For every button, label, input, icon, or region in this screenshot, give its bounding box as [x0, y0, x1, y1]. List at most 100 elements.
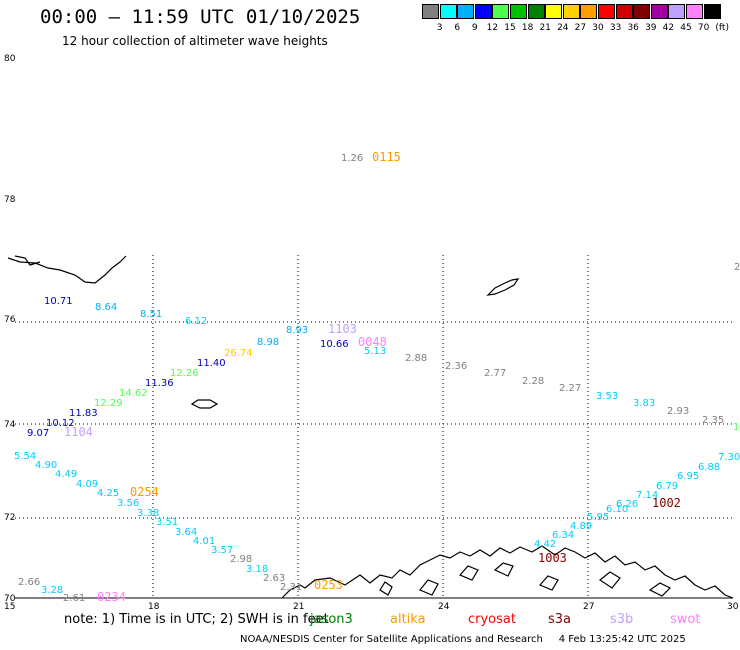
pass-time-label: 1003 — [538, 551, 567, 565]
pass-time-label: 1002 — [652, 496, 681, 510]
pass-time-label: 0253 — [314, 578, 343, 592]
wave-height-value: 3.83 — [633, 398, 655, 409]
scale-swatch — [422, 4, 439, 19]
wave-height-value: 5.13 — [364, 346, 386, 357]
wave-height-value: 12.26 — [170, 368, 199, 379]
scale-label: 12 — [486, 23, 499, 33]
scale-label: 45 — [680, 23, 692, 33]
wave-height-value: 4.89 — [570, 521, 592, 532]
scale-swatch — [527, 4, 545, 19]
wave-height-value: 2.31 — [280, 582, 302, 593]
scale-swatch — [474, 4, 492, 19]
wave-height-value: 12.29 — [94, 398, 123, 409]
pass-time-label: 0254 — [130, 485, 159, 499]
scale-swatch — [650, 4, 668, 19]
longitude-labels: 15 18 21 24 27 30 — [4, 602, 739, 612]
wave-height-value: 6.34 — [552, 530, 574, 541]
lat-label-72: 72 — [4, 513, 15, 523]
lon-label-21: 21 — [293, 602, 304, 612]
wave-height-value: 3.18 — [246, 564, 268, 575]
wave-height-value: 3.38 — [137, 508, 159, 519]
chart-subtitle: 12 hour collection of altimeter wave hei… — [62, 34, 328, 48]
lat-label-78: 78 — [4, 195, 16, 205]
satellite-swot: swot — [670, 612, 701, 627]
wave-height-value: 4.09 — [76, 479, 98, 490]
wave-height-value: 8.93 — [286, 325, 308, 336]
wave-height-value: 2.36 — [445, 361, 467, 372]
lon-label-18: 18 — [148, 602, 160, 612]
pass-time-label: 0048 — [358, 335, 387, 349]
wave-height-value: 6.79 — [656, 481, 678, 492]
wave-height-value: 2.88 — [405, 353, 427, 364]
scale-swatch — [668, 4, 686, 19]
scale-swatch — [598, 4, 615, 19]
wave-height-value: 4.01 — [193, 536, 215, 547]
wave-height-value: 5.95 — [587, 512, 609, 523]
coastline — [7, 255, 734, 599]
wave-height-value: 3.53 — [596, 391, 618, 402]
pass-time-label: 0234 — [97, 590, 126, 604]
scale-swatch — [510, 4, 527, 19]
wave-height-value: 10.66 — [320, 339, 349, 350]
wave-height-value: 1.26 — [341, 153, 363, 164]
scale-swatch — [615, 4, 633, 19]
wave-height-value: 4.49 — [55, 469, 77, 480]
scale-label: 9 — [471, 23, 478, 33]
wave-height-value: 6.26 — [616, 499, 638, 510]
scale-swatch — [703, 4, 721, 19]
credits: NOAA/NESDIS Center for Satellite Applica… — [240, 634, 686, 645]
wave-height-value: 4.42 — [534, 539, 556, 550]
scale-unit: (ft) — [715, 23, 729, 33]
scale-label: 15 — [504, 23, 516, 33]
wave-height-value: 4.25 — [97, 488, 119, 499]
scale-swatch — [457, 4, 475, 19]
scale-swatch — [439, 4, 457, 19]
wave-height-value: 7.14 — [636, 490, 658, 501]
scale-label: 27 — [574, 23, 587, 33]
wave-height-value: 3.51 — [156, 517, 178, 528]
wave-height-value: 2.27 — [559, 383, 581, 394]
wave-height-value: 6.88 — [698, 462, 720, 473]
footnote: note: 1) Time is in UTC; 2) SWH is in fe… — [64, 612, 329, 627]
pass-time-label: 0115 — [372, 150, 401, 164]
wave-height-value: 1 — [733, 422, 739, 433]
wave-height-value: 14.62 — [119, 388, 148, 399]
wave-height-value: 10.12 — [46, 418, 75, 429]
scale-swatch — [545, 4, 563, 19]
lon-label-27: 27 — [583, 602, 594, 612]
wave-height-value: 3.57 — [211, 545, 233, 556]
scale-label: 3 — [436, 23, 443, 33]
wave-height-value: 5.54 — [14, 451, 36, 462]
lat-label-76: 76 — [4, 315, 16, 325]
satellite-altika: altika — [390, 612, 426, 627]
wave-height-value: 6.95 — [677, 471, 699, 482]
wave-height-value: 9.07 — [27, 428, 49, 439]
wave-height-value: 6.10 — [606, 504, 628, 515]
wave-height-value: 11.83 — [69, 408, 98, 419]
scale-swatch — [492, 4, 510, 19]
right-edge-label: 2 — [734, 262, 740, 273]
lon-label-15: 15 — [4, 602, 15, 612]
lat-label-70: 70 — [4, 594, 16, 604]
satellite-s3a: s3a — [548, 612, 572, 627]
wave-height-value: 2.98 — [230, 554, 252, 565]
latitude-labels: 80 78 76 74 72 70 — [4, 54, 16, 604]
wave-height-value: 2.77 — [484, 368, 506, 379]
wave-height-value: 2.61 — [63, 593, 85, 604]
scale-swatch — [633, 4, 651, 19]
pass-time-label: 1104 — [64, 425, 93, 439]
scale-swatch — [580, 4, 598, 19]
wave-height-value: 26.74 — [224, 348, 253, 359]
lat-label-80: 80 — [4, 54, 16, 64]
lon-label-24: 24 — [438, 602, 450, 612]
scale-label: 6 — [454, 23, 461, 33]
scale-label: 42 — [662, 23, 675, 33]
scale-swatch — [686, 4, 703, 19]
wave-height-value: 2.63 — [263, 573, 285, 584]
wave-height-value: 3.28 — [41, 585, 63, 596]
lon-label-30: 30 — [727, 602, 739, 612]
wave-height-value: 2.35 — [702, 415, 724, 426]
chart-title: 00:00 – 11:59 UTC 01/10/2025 — [40, 6, 361, 28]
wave-height-value: 8.64 — [95, 302, 117, 313]
